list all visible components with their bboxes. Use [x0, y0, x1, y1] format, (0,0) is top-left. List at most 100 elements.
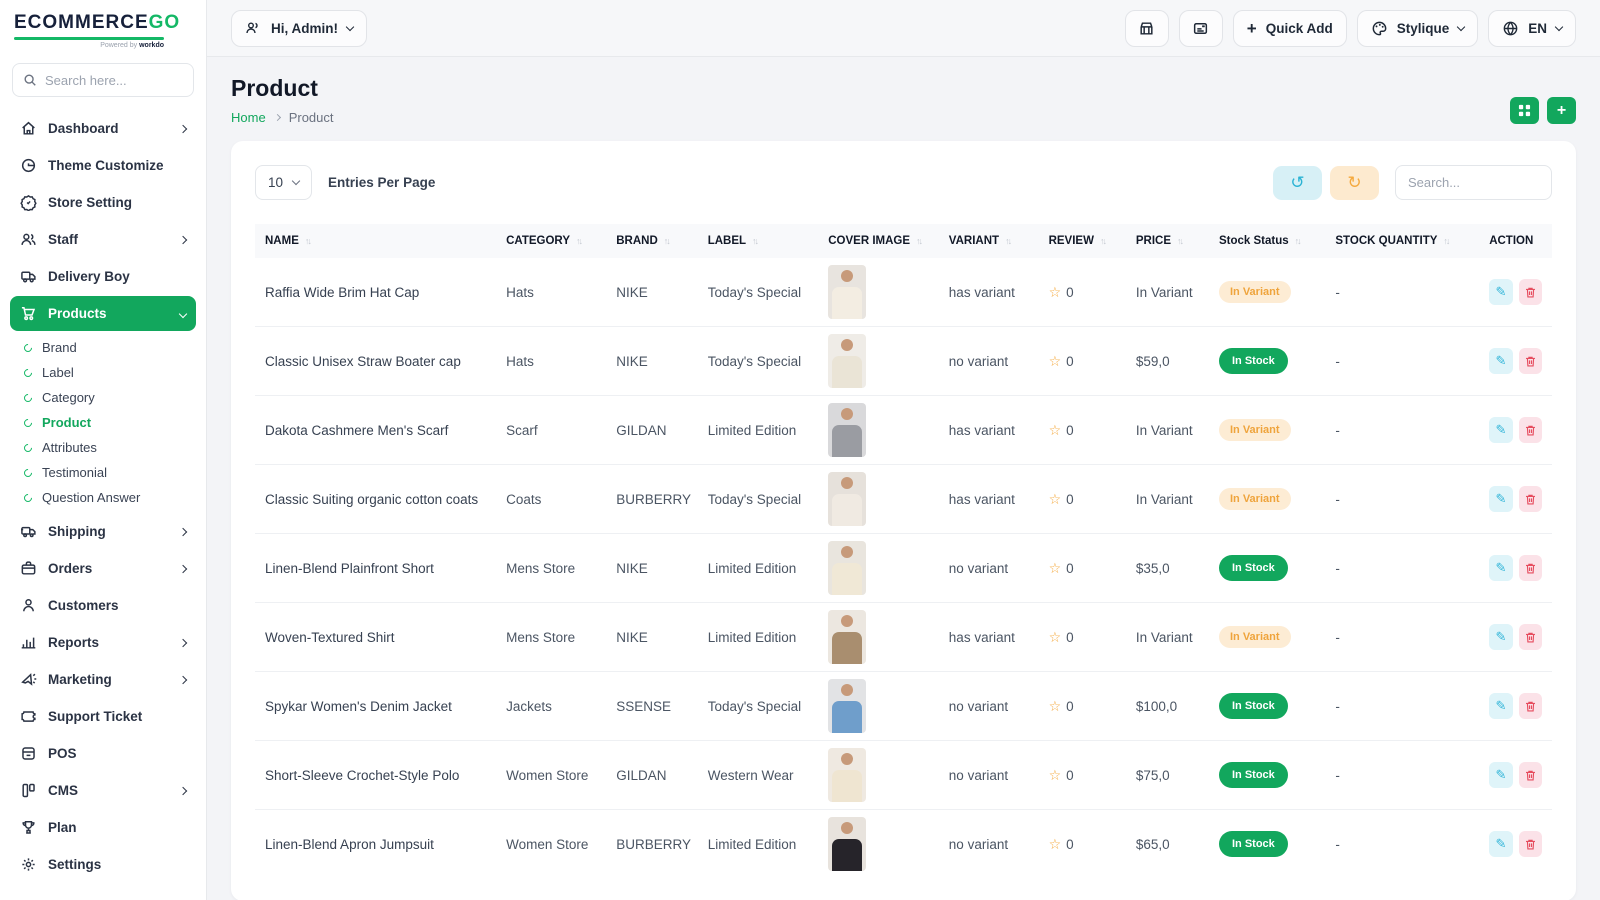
delete-button[interactable]: [1518, 624, 1542, 650]
column-header-category[interactable]: CATEGORY ↑↓: [496, 224, 607, 258]
product-table-card: 10 Entries Per Page ↺ ↻ NAME↑↓: [231, 141, 1576, 900]
edit-button[interactable]: ✎: [1489, 624, 1513, 650]
delete-button[interactable]: [1518, 693, 1542, 719]
product-price: In Variant: [1125, 602, 1209, 672]
sidebar-item-label: Theme Customize: [48, 158, 164, 173]
star-icon: ☆: [1048, 697, 1062, 714]
reports-icon: [20, 634, 37, 651]
sidebar-subitem-label: Attributes: [42, 440, 97, 455]
edit-button[interactable]: ✎: [1489, 693, 1513, 719]
column-header-label[interactable]: LABEL ↑↓: [697, 224, 819, 258]
sidebar-search-input[interactable]: [45, 72, 206, 88]
brand-logo[interactable]: ECOMMERCEGO Powered by workdo: [0, 0, 206, 53]
stock-status-badge: In Stock: [1219, 348, 1288, 374]
product-variant: has variant: [948, 284, 1015, 300]
sidebar-item-marketing[interactable]: Marketing: [10, 662, 196, 697]
edit-button[interactable]: ✎: [1489, 831, 1513, 857]
undo-button[interactable]: ↺: [1273, 165, 1322, 200]
product-variant: no variant: [938, 809, 1039, 878]
globe-icon: [1502, 20, 1519, 37]
trash-icon: [1524, 769, 1537, 782]
delete-button[interactable]: [1518, 348, 1542, 374]
delete-button[interactable]: [1518, 417, 1542, 443]
sidebar-subitem-question-answer[interactable]: Question Answer: [0, 485, 206, 510]
language-selector-button[interactable]: EN: [1488, 9, 1576, 47]
sidebar-subitem-testimonial[interactable]: Testimonial: [0, 460, 206, 485]
sidebar-item-pos[interactable]: POS: [10, 736, 196, 771]
product-label: Today's Special: [697, 671, 819, 741]
column-header-name[interactable]: NAME ↑↓: [255, 224, 497, 258]
sidebar-item-customers[interactable]: Customers: [10, 588, 196, 623]
add-product-button[interactable]: +: [1547, 97, 1576, 124]
users-icon: [245, 20, 262, 37]
product-label: Today's Special: [707, 284, 802, 300]
table-header-row: NAME ↑↓ CATEGORY ↑↓ BRAND ↑↓ LABEL ↑↓ COVER …: [255, 224, 1552, 258]
edit-button[interactable]: ✎: [1489, 555, 1513, 581]
column-header-variant[interactable]: VARIANT ↑↓: [938, 224, 1039, 258]
edit-button[interactable]: ✎: [1489, 762, 1513, 788]
sidebar-item-reports[interactable]: Reports: [10, 625, 196, 660]
sidebar-item-dashboard[interactable]: Dashboard: [10, 111, 196, 146]
table-search-input[interactable]: [1395, 165, 1552, 200]
product-stock-quantity: -: [1325, 602, 1480, 672]
sidebar-item-staff[interactable]: Staff: [10, 222, 196, 257]
page-header-actions: +: [1510, 97, 1576, 124]
column-header-stock-status[interactable]: Stock Status ↑↓: [1209, 224, 1326, 258]
brand-underline: [14, 37, 164, 40]
theme-selector-button[interactable]: Stylique: [1356, 9, 1479, 47]
sidebar-search[interactable]: [12, 63, 206, 97]
product-review: ☆ 0: [1038, 533, 1126, 603]
sidebar-item-orders[interactable]: Orders: [10, 551, 196, 586]
product-price: $35,0: [1125, 533, 1209, 603]
user-menu-button[interactable]: Hi, Admin!: [231, 9, 367, 47]
sidebar-item-delivery-boy[interactable]: Delivery Boy: [10, 259, 196, 294]
edit-button[interactable]: ✎: [1489, 486, 1513, 512]
delete-button[interactable]: [1518, 486, 1542, 512]
sidebar-item-cms[interactable]: CMS: [10, 773, 196, 808]
sidebar-subitem-label: Label: [42, 365, 74, 380]
sidebar-subitem-label[interactable]: Label: [0, 360, 206, 385]
quick-add-button[interactable]: + Quick Add: [1232, 9, 1347, 47]
chevron-down-icon: [1554, 22, 1564, 31]
sidebar-subitem-brand[interactable]: Brand: [0, 335, 206, 360]
sidebar-item-support-ticket[interactable]: Support Ticket: [10, 699, 196, 734]
product-review: ☆ 0: [1038, 671, 1126, 741]
table-row: Spykar Women's Denim Jacket Jackets SSEN…: [255, 671, 1552, 741]
product-cover-image: [828, 610, 867, 664]
delete-button[interactable]: [1518, 762, 1542, 788]
stock-status-badge: In Variant: [1219, 488, 1291, 510]
product-variant: has variant: [938, 395, 1039, 465]
column-header-brand[interactable]: BRAND ↑↓: [606, 224, 698, 258]
breadcrumb-home-link[interactable]: Home: [231, 110, 266, 125]
stock-status-badge: In Variant: [1219, 281, 1291, 303]
entries-per-page-select[interactable]: 10: [255, 165, 313, 200]
grid-view-button[interactable]: [1510, 97, 1539, 124]
product-label: Limited Edition: [697, 533, 819, 603]
delete-button[interactable]: [1518, 555, 1542, 581]
column-header-price[interactable]: PRICE ↑↓: [1125, 224, 1209, 258]
edit-button[interactable]: ✎: [1489, 348, 1513, 374]
delete-button[interactable]: [1518, 279, 1542, 305]
sidebar-item-products[interactable]: Products: [10, 296, 196, 331]
delete-button[interactable]: [1518, 831, 1542, 857]
sidebar-subitem-category[interactable]: Category: [0, 385, 206, 410]
sidebar-item-plan[interactable]: Plan: [10, 810, 196, 845]
column-header-stock-quantity[interactable]: STOCK QUANTITY ↑↓: [1325, 224, 1480, 258]
column-header-review[interactable]: REVIEW ↑↓: [1038, 224, 1126, 258]
product-price: $75,0: [1125, 740, 1209, 810]
sidebar-subitem-attributes[interactable]: Attributes: [0, 435, 206, 460]
sidebar-item-shipping[interactable]: Shipping: [10, 514, 196, 549]
storefront-button[interactable]: [1124, 9, 1169, 47]
edit-button[interactable]: ✎: [1489, 279, 1513, 305]
sidebar-item-settings[interactable]: Settings: [10, 847, 196, 882]
product-review: ☆ 0: [1038, 326, 1126, 396]
sidebar-subitem-product[interactable]: Product: [0, 410, 206, 435]
sidebar-item-theme-customize[interactable]: Theme Customize: [10, 148, 196, 183]
sidebar-item-store-setting[interactable]: Store Setting: [10, 185, 196, 220]
edit-button[interactable]: ✎: [1489, 417, 1513, 443]
posts-button[interactable]: [1178, 9, 1223, 47]
chevron-right-icon: [273, 113, 281, 122]
refresh-button[interactable]: ↻: [1330, 165, 1379, 200]
column-header-cover-image[interactable]: COVER IMAGE ↑↓: [818, 224, 939, 258]
sort-icon: ↑↓: [1294, 236, 1302, 246]
